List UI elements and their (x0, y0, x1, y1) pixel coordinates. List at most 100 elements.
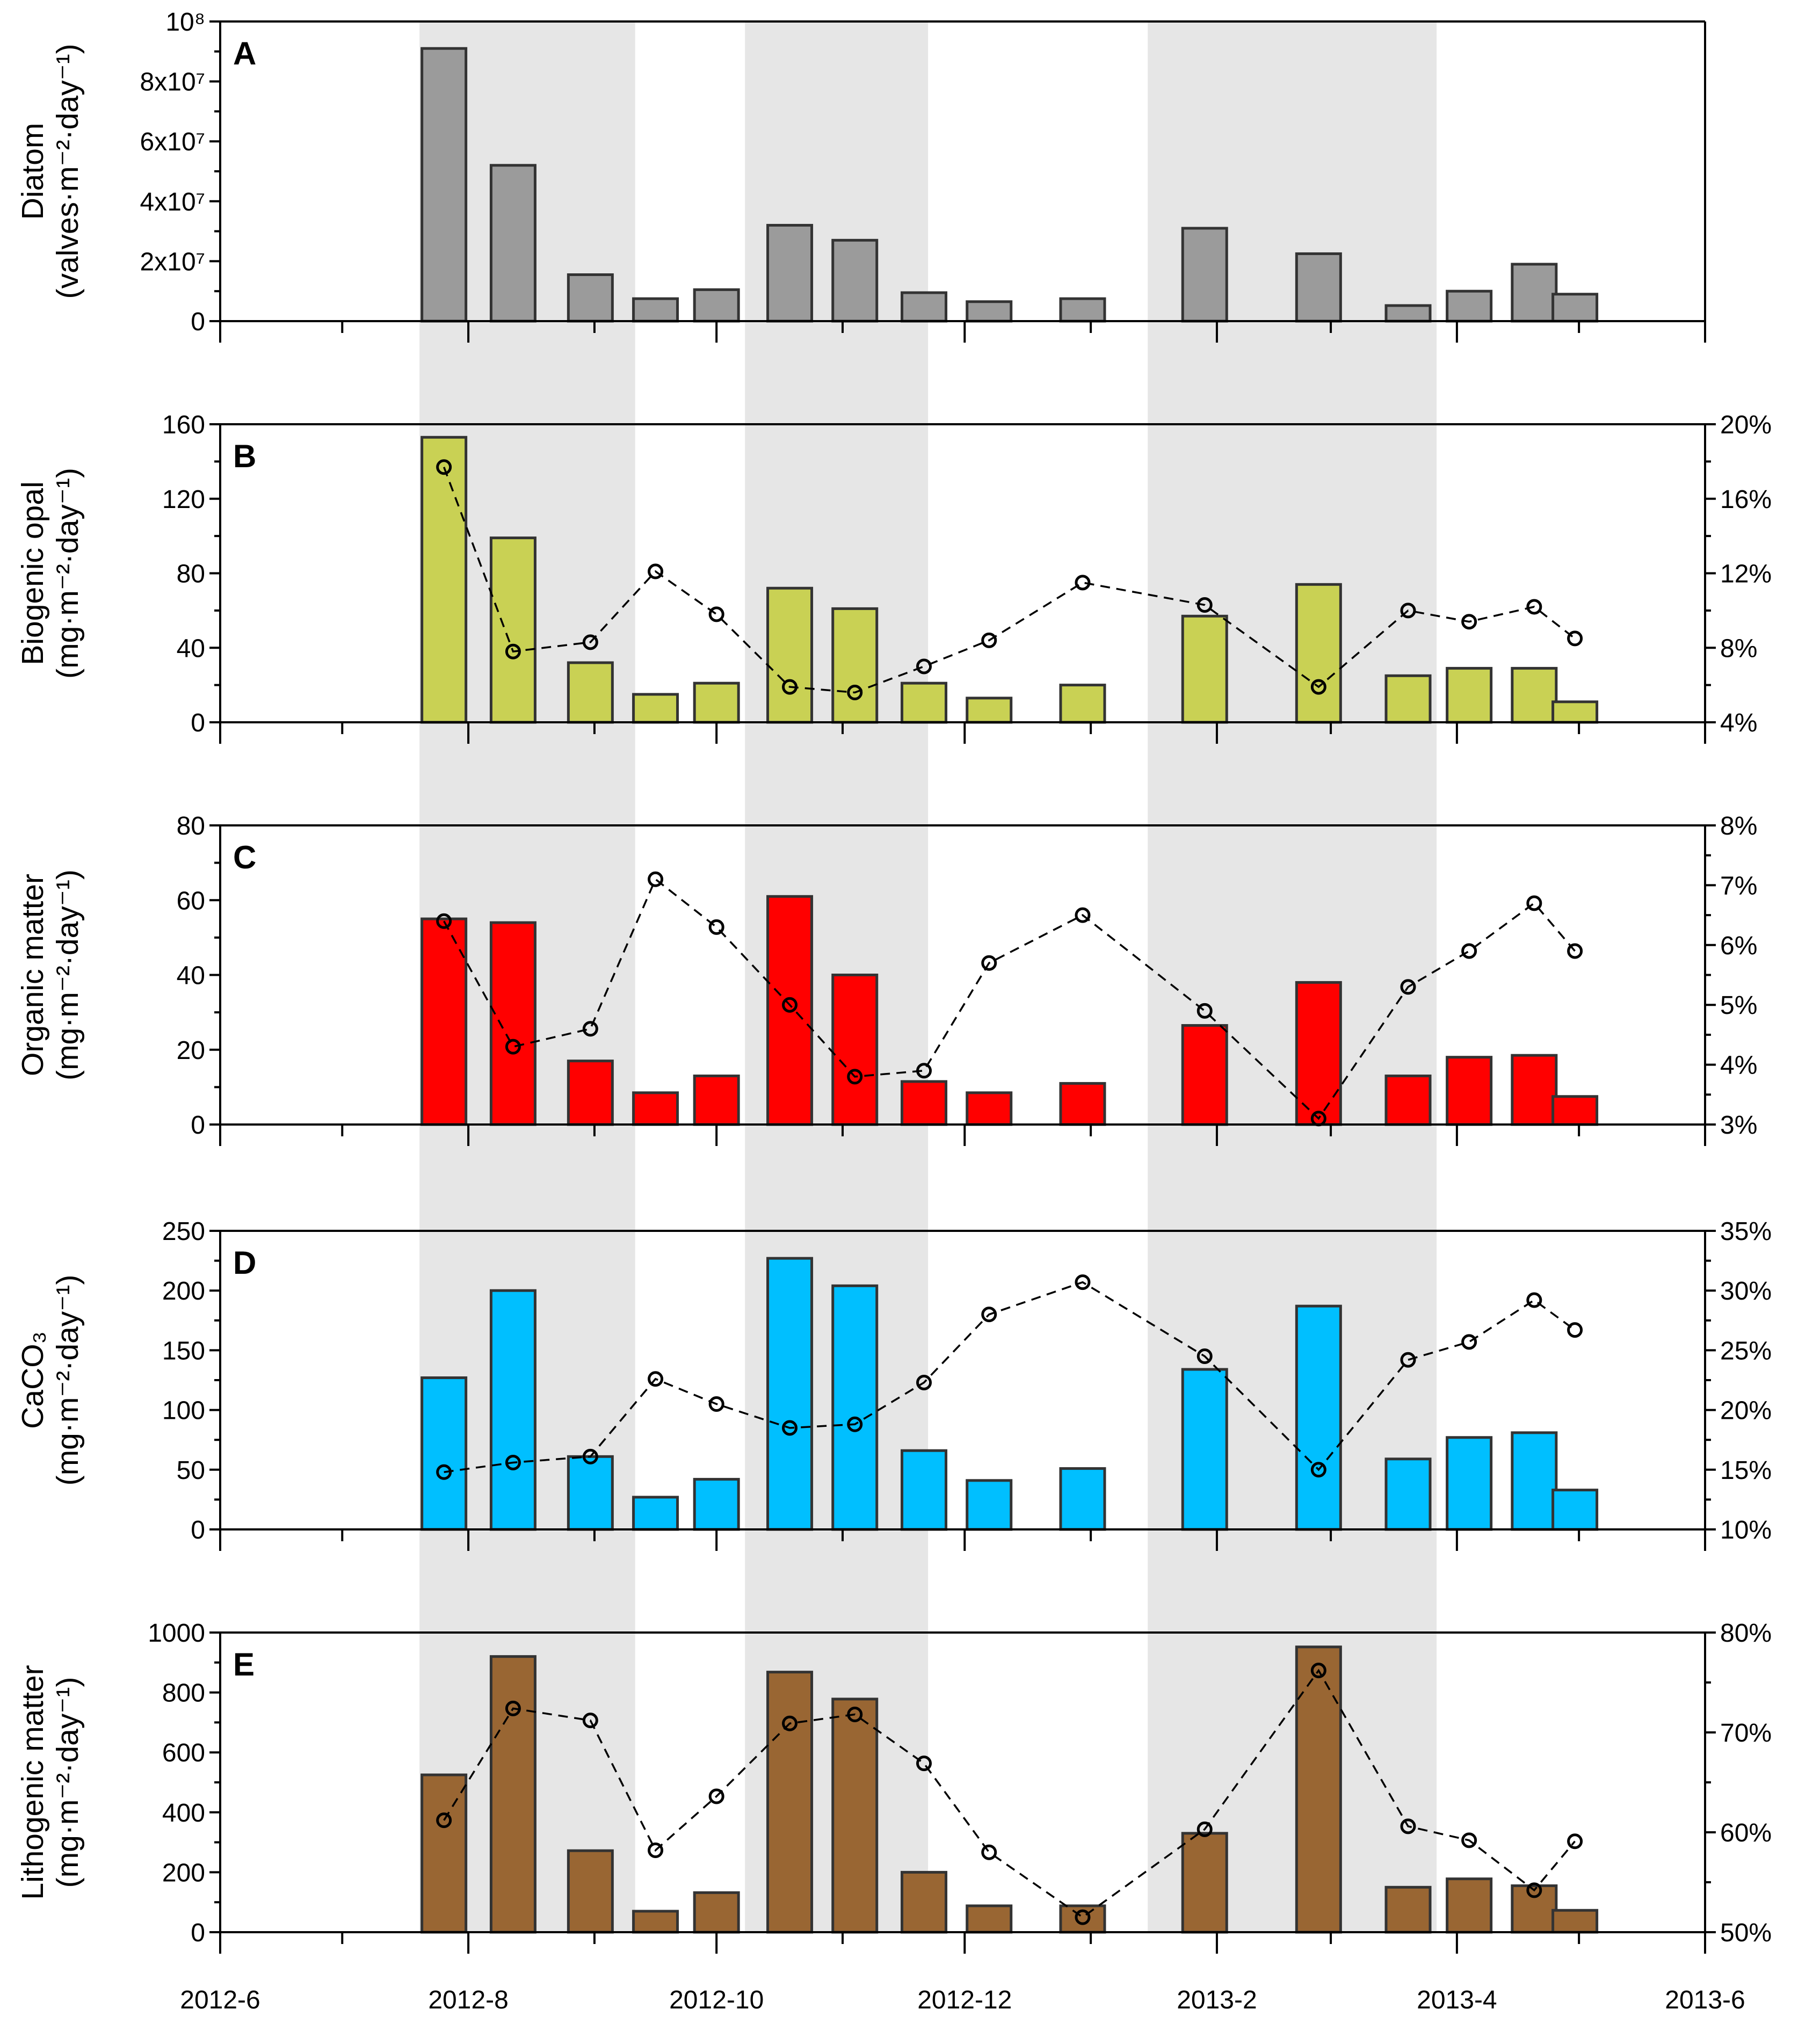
bar-B-5 (693, 681, 740, 724)
bar-E-14 (1446, 1877, 1493, 1934)
ylabel-line2-A: (valves·m⁻²·day⁻¹) (50, 43, 85, 299)
bar-D-10 (1059, 1467, 1106, 1531)
xtick-label-2: 2012-10 (669, 1986, 764, 2014)
percent-point-E-13 (1400, 1818, 1416, 1834)
ytick-label-C-1: 20 (177, 1036, 205, 1065)
percent-point-C-5 (708, 919, 724, 935)
bar-D-13 (1384, 1457, 1432, 1531)
ytick-label-D-4: 200 (162, 1277, 205, 1305)
y2tick-label-B-3: 16% (1720, 485, 1772, 514)
ylabel-line2-B: (mg·m⁻²·day⁻¹) (50, 468, 85, 679)
ylabel-line2-E: (mg·m⁻²·day⁻¹) (50, 1677, 85, 1888)
bar-E-4 (632, 1910, 679, 1934)
ylabel-line2-C: (mg·m⁻²·day⁻¹) (50, 869, 85, 1080)
percent-point-E-7 (847, 1707, 863, 1723)
bar-E-12 (1295, 1645, 1342, 1934)
bar-D-6 (766, 1257, 814, 1531)
bar-B-11 (1181, 614, 1228, 724)
percent-point-B-13 (1400, 603, 1416, 619)
xtick-label-0: 2012-6 (180, 1986, 260, 2014)
y2tick-label-C-5: 8% (1720, 812, 1757, 840)
percent-point-E-8 (916, 1756, 932, 1772)
bar-A-9 (966, 300, 1013, 323)
bar-B-1 (420, 436, 468, 724)
bar-B-6 (766, 586, 814, 724)
percent-point-C-8 (916, 1063, 932, 1079)
percent-point-E-2 (505, 1700, 521, 1716)
ytick-label-C-4: 80 (177, 812, 205, 840)
percent-point-C-1 (436, 913, 452, 929)
bar-C-2 (489, 921, 536, 1126)
bar-E-8 (901, 1870, 948, 1934)
xtick-label-1: 2012-8 (428, 1986, 508, 2014)
shaded-period-3 (1148, 21, 1437, 1932)
ylabel-C: Organic matter (mg·m⁻²·day⁻¹) (16, 869, 85, 1080)
bar-C-16 (1551, 1095, 1599, 1126)
y2tick-label-B-1: 8% (1720, 634, 1757, 663)
y2tick-label-C-3: 6% (1720, 932, 1757, 960)
percent-point-D-9 (981, 1307, 997, 1323)
panel-letter-D: D (233, 1245, 256, 1281)
bar-A-14 (1446, 289, 1493, 323)
percent-point-E-4 (648, 1842, 664, 1858)
bar-A-10 (1059, 297, 1106, 323)
percent-point-B-11 (1197, 597, 1213, 613)
percent-point-C-2 (505, 1039, 521, 1055)
ytick-label-E-0: 0 (191, 1919, 205, 1947)
bar-D-4 (632, 1496, 679, 1531)
percent-point-E-5 (708, 1788, 724, 1804)
ytick-label-C-3: 60 (177, 887, 205, 915)
bar-D-2 (489, 1289, 536, 1531)
bar-C-14 (1446, 1056, 1493, 1126)
percent-point-C-4 (648, 871, 664, 887)
bar-E-5 (693, 1891, 740, 1934)
percent-point-E-11 (1197, 1821, 1213, 1837)
xtick-label-3: 2012-12 (917, 1986, 1012, 2014)
percent-point-C-9 (981, 955, 997, 971)
bar-A-12 (1295, 252, 1342, 323)
percent-point-C-6 (782, 997, 798, 1013)
bar-A-13 (1384, 304, 1432, 323)
percent-point-B-8 (916, 658, 932, 674)
bar-C-10 (1059, 1082, 1106, 1126)
percent-point-E-1 (436, 1812, 452, 1829)
panel-letter-A: A (233, 35, 256, 71)
bar-A-11 (1181, 227, 1228, 323)
bar-E-3 (567, 1849, 614, 1934)
bar-C-15 (1511, 1054, 1558, 1126)
ytick-label-B-3: 120 (162, 485, 205, 514)
percent-point-E-6 (782, 1715, 798, 1731)
percent-point-E-12 (1310, 1663, 1326, 1679)
bar-C-5 (693, 1074, 740, 1126)
x-axis: 2012-6 2012-8 2012-10 2012-12 2013-2 2013-4 20… (180, 1986, 1745, 2014)
percent-point-B-4 (648, 563, 664, 579)
percent-point-B-12 (1310, 679, 1326, 695)
bar-D-11 (1181, 1368, 1228, 1531)
percent-point-D-1 (436, 1464, 452, 1480)
percent-line-B (443, 467, 1576, 694)
ytick-label-A-0: 0 (191, 308, 205, 336)
y2tick-label-C-4: 7% (1720, 872, 1757, 900)
xtick-label-6: 2013-6 (1665, 1986, 1745, 2014)
percent-point-E-16 (1567, 1833, 1583, 1849)
percent-point-B-16 (1567, 630, 1583, 647)
percent-point-D-13 (1400, 1352, 1416, 1368)
percent-line-D (444, 1281, 1576, 1473)
bar-D-16 (1551, 1489, 1599, 1531)
percent-point-B-3 (582, 634, 598, 650)
bar-B-9 (966, 697, 1013, 724)
ytick-label-E-4: 800 (162, 1679, 205, 1708)
bar-D-3 (567, 1455, 614, 1531)
percent-point-B-14 (1461, 614, 1477, 630)
xtick-label-4: 2013-2 (1177, 1986, 1257, 2014)
percent-point-E-3 (582, 1713, 598, 1729)
ylabel-A: Diatom (valves·m⁻²·day⁻¹) (16, 43, 85, 299)
percent-point-D-12 (1310, 1462, 1326, 1478)
y2tick-label-C-1: 4% (1720, 1051, 1757, 1080)
ylabel-D: CaCO₃ (mg·m⁻²·day⁻¹) (16, 1275, 85, 1486)
bar-B-2 (489, 536, 536, 724)
ylabel-line2-D: (mg·m⁻²·day⁻¹) (50, 1275, 85, 1486)
percent-line-E (443, 1669, 1576, 1919)
percent-point-D-7 (847, 1416, 863, 1432)
y2tick-label-B-0: 4% (1720, 709, 1757, 737)
